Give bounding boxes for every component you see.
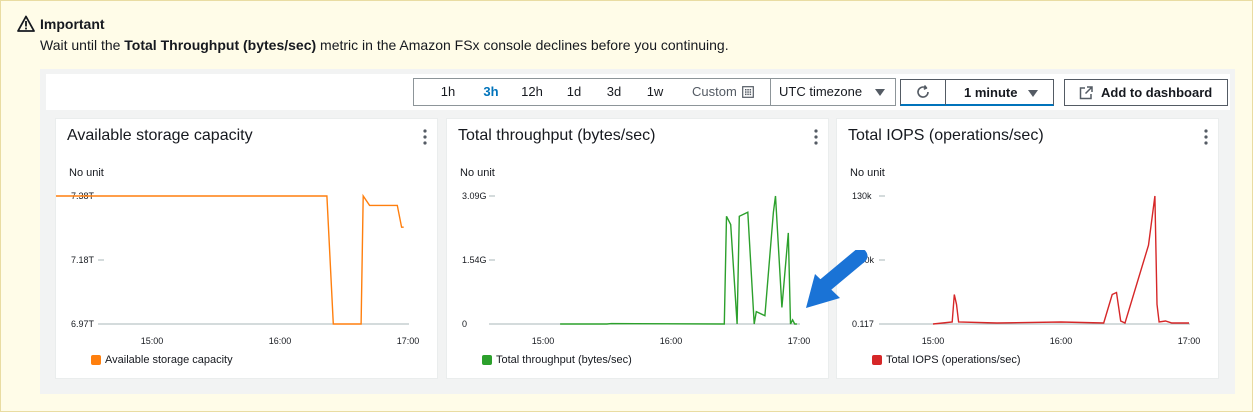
chart-legend: Total IOPS (operations/sec)	[872, 354, 1021, 366]
widget-title: Total throughput (bytes/sec)	[458, 127, 656, 144]
range-3h[interactable]: 3h	[483, 84, 499, 99]
custom-range-button[interactable]: Custom	[692, 79, 754, 105]
series-line	[932, 195, 1189, 325]
caret-down-icon	[875, 89, 885, 96]
x-tick-label: 17:00	[397, 336, 420, 346]
calendar-icon	[741, 86, 754, 98]
throughput-chart: 3.09G 1.54G 0 15:00 16:00 17:00	[462, 191, 811, 346]
caret-down-icon	[1028, 90, 1038, 97]
external-link-icon	[1079, 86, 1093, 100]
range-1d[interactable]: 1d	[566, 84, 582, 99]
refresh-button[interactable]	[900, 79, 946, 106]
annotation-arrow	[806, 250, 868, 308]
warning-icon	[17, 15, 35, 32]
unit-label: No unit	[460, 167, 495, 179]
widget-title: Available storage capacity	[67, 127, 253, 144]
more-options-icon[interactable]	[1204, 129, 1208, 145]
y-tick-label: 0	[462, 319, 467, 329]
storage-capacity-widget: Available storage capacity No unit 7.38T…	[55, 118, 438, 379]
y-tick-label: 130k	[852, 191, 872, 201]
chart-legend: Total throughput (bytes/sec)	[482, 354, 632, 366]
x-tick-label: 15:00	[141, 336, 164, 346]
series-line	[56, 193, 404, 325]
unit-label: No unit	[850, 167, 885, 179]
chart-legend: Available storage capacity	[91, 354, 233, 366]
legend-swatch	[872, 355, 882, 365]
time-range-selector: 1h 3h 12h 1d 3d 1w Custom	[413, 78, 896, 106]
more-options-icon[interactable]	[814, 129, 818, 145]
range-12h[interactable]: 12h	[521, 84, 543, 99]
y-tick-label: 3.09G	[462, 191, 487, 201]
x-tick-label: 15:00	[532, 336, 555, 346]
widget-title: Total IOPS (operations/sec)	[848, 127, 1044, 144]
timezone-select[interactable]: UTC timezone	[770, 78, 896, 106]
y-tick-label: 0.117	[852, 319, 874, 329]
range-1w[interactable]: 1w	[646, 84, 664, 99]
range-3d[interactable]: 3d	[606, 84, 622, 99]
x-tick-label: 16:00	[660, 336, 683, 346]
legend-swatch	[482, 355, 492, 365]
x-tick-label: 15:00	[922, 336, 945, 346]
iops-widget: Total IOPS (operations/sec) No unit 130k…	[836, 118, 1219, 379]
x-tick-label: 16:00	[269, 336, 292, 346]
refresh-icon	[917, 85, 929, 98]
refresh-interval-dropdown[interactable]: 1 minute	[945, 79, 1054, 106]
range-1h[interactable]: 1h	[440, 84, 456, 99]
throughput-widget: Total throughput (bytes/sec) No unit 3.0…	[446, 118, 829, 379]
add-to-dashboard-button[interactable]: Add to dashboard	[1064, 79, 1228, 106]
notice-title: Important	[40, 16, 105, 32]
notice-body: Wait until the Total Throughput (bytes/s…	[40, 37, 729, 53]
unit-label: No unit	[69, 167, 104, 179]
more-options-icon[interactable]	[423, 129, 427, 145]
x-tick-label: 17:00	[788, 336, 811, 346]
series-line	[560, 195, 797, 325]
y-tick-label: 1.54G	[462, 255, 487, 265]
x-tick-label: 16:00	[1050, 336, 1073, 346]
y-tick-label: 7.18T	[71, 255, 95, 265]
legend-swatch	[91, 355, 101, 365]
y-tick-label: 6.97T	[71, 319, 95, 329]
x-tick-label: 17:00	[1178, 336, 1201, 346]
